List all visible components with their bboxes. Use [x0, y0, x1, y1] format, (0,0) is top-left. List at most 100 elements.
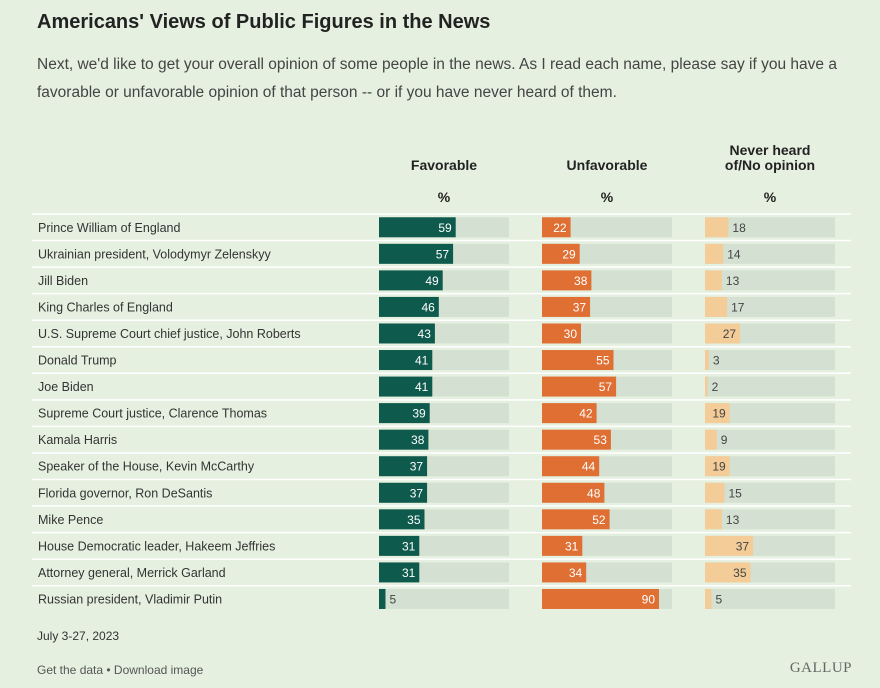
bar-unfavorable [542, 350, 614, 371]
bar-favorable [379, 350, 433, 371]
chart-subtitle: Next, we'd like to get your overall opin… [37, 56, 837, 101]
bar-favorable [379, 482, 428, 503]
data-label-never_heard: 13 [726, 513, 740, 527]
category-label: Florida governor, Ron DeSantis [38, 486, 212, 500]
data-label-unfavorable: 42 [579, 407, 593, 421]
data-label-unfavorable: 38 [574, 274, 588, 288]
data-label-never_heard: 14 [727, 247, 741, 261]
category-label: Supreme Court justice, Clarence Thomas [38, 407, 267, 421]
category-label: Attorney general, Merrick Garland [38, 566, 226, 580]
data-label-favorable: 35 [407, 513, 421, 527]
bar-track [705, 403, 835, 424]
column-unit-unfavorable: % [600, 189, 614, 205]
data-label-never_heard: 19 [712, 460, 726, 474]
bar-track [705, 456, 835, 477]
data-label-never_heard: 27 [723, 327, 737, 341]
bar-track [705, 588, 835, 609]
data-label-favorable: 43 [418, 327, 432, 341]
get-data-link[interactable]: Get the data [37, 663, 104, 677]
category-label: House Democratic leader, Hakeem Jeffries [38, 539, 275, 553]
bar-track [705, 296, 835, 317]
data-label-never_heard: 5 [716, 592, 723, 606]
bar-unfavorable [542, 217, 571, 238]
category-label: Joe Biden [38, 380, 94, 394]
bar-track [379, 588, 509, 609]
bar-favorable [379, 323, 435, 344]
bar-favorable [379, 456, 428, 477]
data-label-favorable: 31 [402, 539, 416, 553]
bar-never_heard [705, 429, 717, 450]
data-label-favorable: 49 [425, 274, 439, 288]
bar-favorable [379, 243, 454, 264]
bar-never_heard [705, 350, 709, 371]
bar-never_heard [705, 509, 722, 530]
bar-unfavorable [542, 482, 605, 503]
bar-track [705, 217, 835, 238]
bar-never_heard [705, 482, 725, 503]
data-label-unfavorable: 90 [642, 592, 656, 606]
bar-favorable [379, 296, 439, 317]
column-header-unfavorable: Unfavorable [537, 158, 677, 173]
bar-unfavorable [542, 562, 587, 583]
survey-date: July 3-27, 2023 [37, 629, 120, 643]
bar-track [705, 509, 835, 530]
chart-title: Americans' Views of Public Figures in th… [37, 11, 491, 33]
data-label-unfavorable: 57 [599, 380, 613, 394]
data-label-never_heard: 17 [731, 300, 745, 314]
data-label-unfavorable: 31 [565, 539, 579, 553]
bar-never_heard [705, 270, 722, 291]
data-label-unfavorable: 44 [582, 460, 596, 474]
category-label: Mike Pence [38, 513, 103, 527]
bar-unfavorable [542, 270, 592, 291]
data-label-unfavorable: 37 [573, 300, 587, 314]
bar-track [705, 270, 835, 291]
bar-unfavorable [542, 376, 617, 397]
bar-track [705, 429, 835, 450]
data-label-never_heard: 19 [712, 407, 726, 421]
data-label-unfavorable: 53 [594, 433, 608, 447]
column-header-line: of/No opinion [724, 157, 816, 173]
column-header-favorable: Favorable [374, 158, 514, 173]
data-label-unfavorable: 29 [562, 247, 576, 261]
bar-unfavorable [542, 323, 581, 344]
data-label-unfavorable: 48 [587, 486, 601, 500]
category-label: Russian president, Vladimir Putin [38, 592, 222, 606]
category-label: U.S. Supreme Court chief justice, John R… [38, 327, 301, 341]
category-label: King Charles of England [38, 300, 173, 314]
data-label-never_heard: 37 [736, 539, 750, 553]
bar-never_heard [705, 376, 708, 397]
column-header-line: Unfavorable [566, 157, 648, 173]
download-image-link[interactable]: Download image [113, 663, 204, 677]
bar-never_heard [705, 243, 724, 264]
bar-unfavorable [542, 243, 580, 264]
bar-unfavorable [542, 296, 591, 317]
data-label-never_heard: 15 [729, 486, 743, 500]
data-label-unfavorable: 34 [569, 566, 583, 580]
data-label-never_heard: 18 [732, 221, 746, 235]
bar-favorable [379, 535, 420, 556]
data-label-favorable: 41 [415, 380, 429, 394]
bar-never_heard [705, 217, 729, 238]
data-label-never_heard: 2 [712, 380, 719, 394]
bar-track [705, 243, 835, 264]
data-label-unfavorable: 30 [564, 327, 578, 341]
bar-never_heard [705, 296, 728, 317]
bar-favorable [379, 509, 425, 530]
bar-never_heard [705, 562, 751, 583]
bar-track [705, 376, 835, 397]
data-label-favorable: 31 [402, 566, 416, 580]
column-header-line: Never heard [729, 142, 811, 158]
category-label: Donald Trump [38, 354, 117, 368]
data-label-favorable: 39 [412, 407, 426, 421]
category-label: Jill Biden [38, 274, 88, 288]
data-label-never_heard: 13 [726, 274, 740, 288]
column-unit-favorable: % [437, 189, 451, 205]
bar-track [705, 350, 835, 371]
data-label-favorable: 38 [411, 433, 425, 447]
data-label-never_heard: 35 [733, 566, 747, 580]
bar-favorable [379, 270, 443, 291]
data-label-favorable: 57 [436, 247, 450, 261]
bar-never_heard [705, 588, 712, 609]
data-label-favorable: 59 [438, 221, 452, 235]
